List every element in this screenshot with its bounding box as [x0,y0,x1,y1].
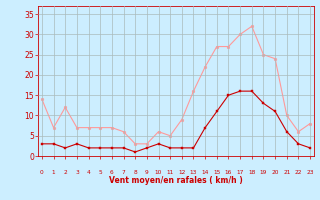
X-axis label: Vent moyen/en rafales ( km/h ): Vent moyen/en rafales ( km/h ) [109,176,243,185]
